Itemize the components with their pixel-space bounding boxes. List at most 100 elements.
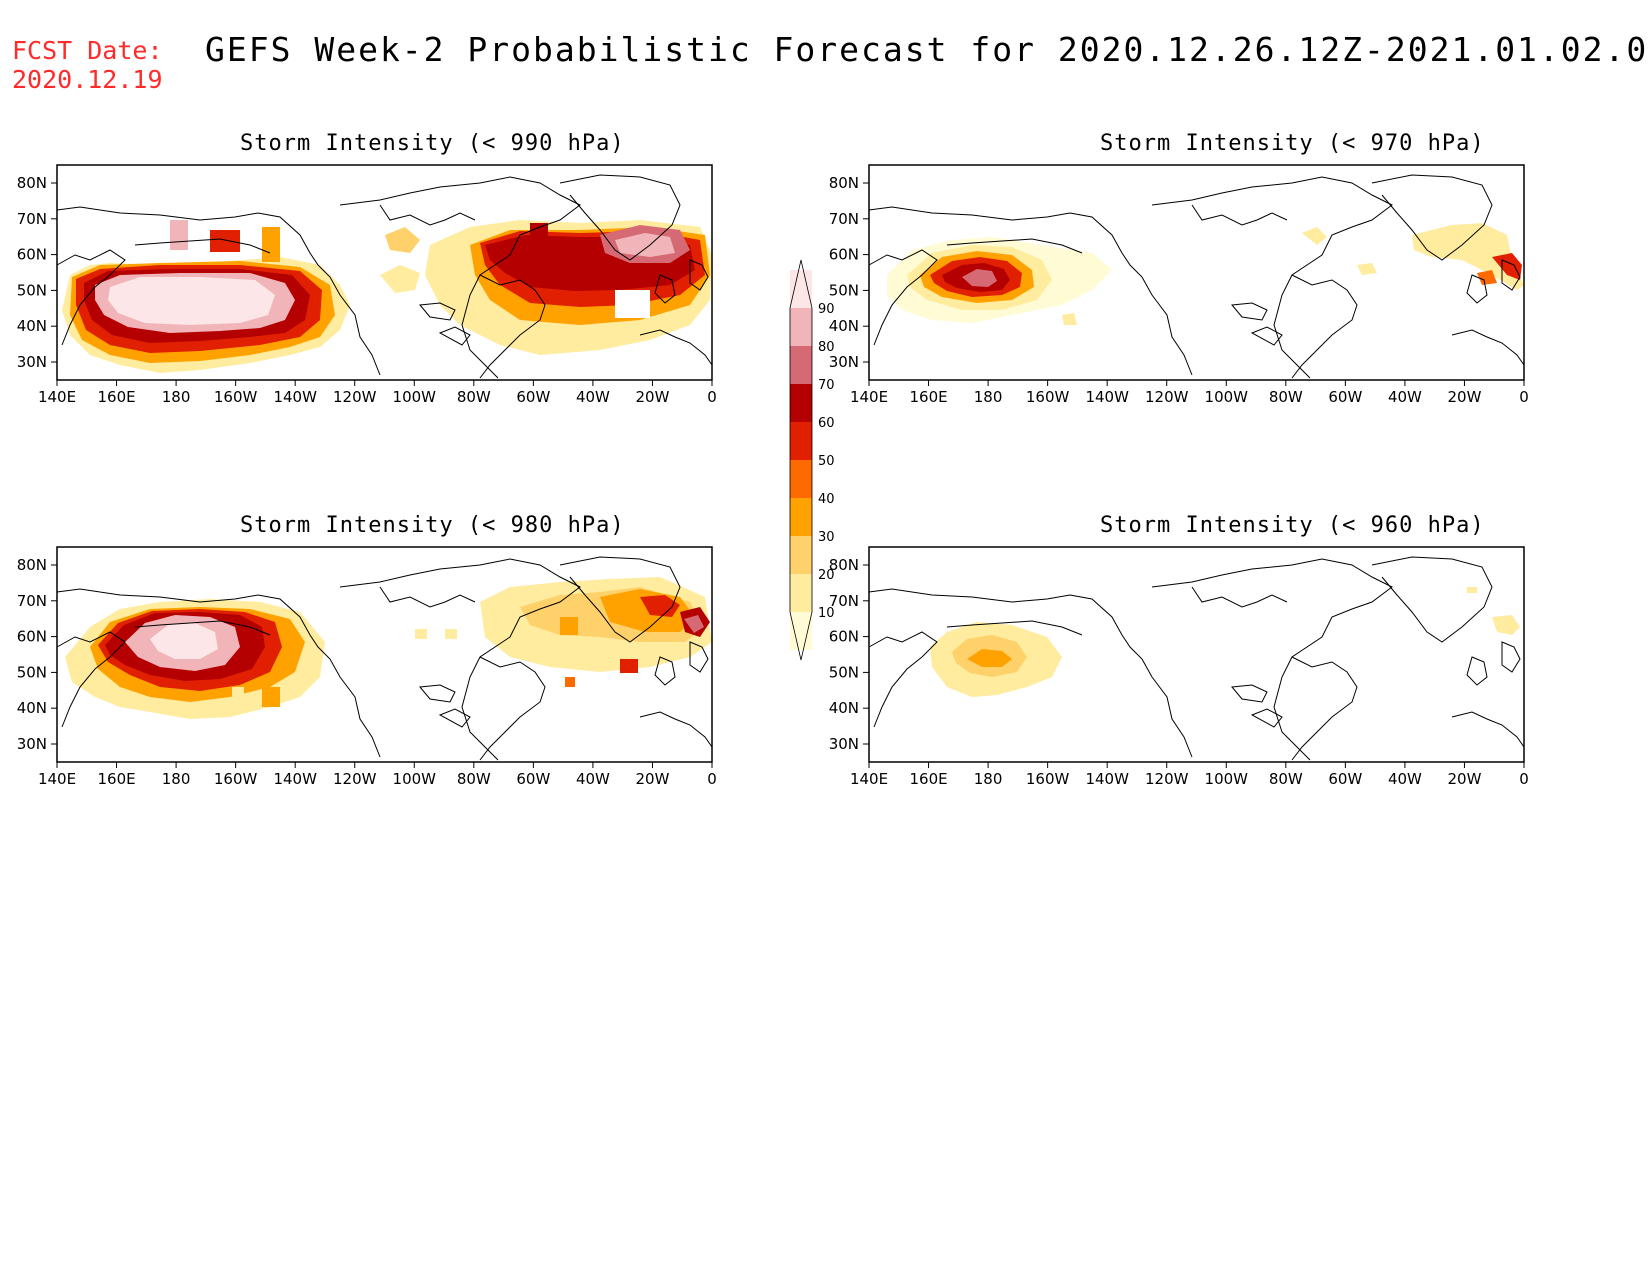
colorbar-swatch [790,422,812,460]
y-tick-label: 60N [829,628,859,646]
y-tick-label: 40N [17,699,47,717]
map-frame [56,546,713,763]
y-tick-label: 80N [829,174,859,192]
map-frame [868,546,1525,763]
colorbar-swatch [790,498,812,536]
prob-cell [262,687,280,707]
y-tick-label: 40N [829,317,859,335]
coastlines [868,556,1525,761]
y-axis: 80N 70N 60N 50N 40N 30N [829,556,869,753]
colorbar-swatch [790,574,812,612]
prob-cell [415,629,427,639]
y-tick-label: 50N [829,663,859,681]
prob-contour-10 [1302,227,1327,245]
colorbar-swatch [790,346,812,384]
probability-field [930,587,1520,697]
x-tick-label: 20W [1447,388,1481,406]
y-tick-label: 70N [829,210,859,228]
x-tick-label: 180 [162,770,191,788]
x-tick-label: 140E [850,388,888,406]
x-tick-label: 80W [457,770,491,788]
colorbar-swatch [790,612,812,650]
prob-contour-10 [1357,263,1377,275]
y-tick-label: 30N [829,353,859,371]
y-tick-label: 60N [829,246,859,264]
x-tick-label: 160E [97,770,135,788]
x-tick-label: 20W [635,770,669,788]
map-panel-980: 80N 70N 60N 50N 40N 30N 140E 160E 180 160W 140W 12… [17,546,717,788]
y-tick-label: 80N [17,556,47,574]
forecast-date-value: 2020.12.19 [12,65,163,94]
x-tick-label: 120W [1145,388,1189,406]
colorbar-label: 60 [818,416,835,431]
x-axis: 140E 160E 180 160W 140W 120W 100W 80W 60W 40W 20W 0 [850,762,1529,788]
x-tick-label: 160W [214,388,258,406]
coastlines [56,174,713,379]
map-frame [56,164,713,381]
x-tick-label: 160E [97,388,135,406]
map-panel-960: 80N 70N 60N 50N 40N 30N 140E 160E 180 160W 140W 12… [829,546,1529,788]
prob-cell [1467,587,1477,593]
x-tick-label: 80W [457,388,491,406]
x-tick-label: 60W [1328,388,1362,406]
x-tick-label: 60W [1328,770,1362,788]
panel-title-960: Storm Intensity (< 960 hPa) [1100,513,1485,538]
x-tick-label: 140E [850,770,888,788]
colorbar-label: 50 [818,454,835,469]
x-tick-label: 20W [635,388,669,406]
y-tick-label: 40N [829,699,859,717]
colorbar-swatch [790,308,812,346]
x-tick-label: 40W [576,770,610,788]
prob-cell [560,617,578,635]
panel-title-980: Storm Intensity (< 980 hPa) [240,513,625,538]
prob-contour-30 [1492,253,1522,280]
y-tick-label: 80N [829,556,859,574]
x-tick-label: 180 [974,388,1003,406]
colorbar-swatch [790,460,812,498]
prob-cell [232,687,244,705]
panel-title-970: Storm Intensity (< 970 hPa) [1100,131,1485,156]
x-tick-label: 140W [1085,388,1129,406]
x-tick-label: 40W [576,388,610,406]
prob-contour-90 [108,277,275,325]
prob-contour-10 [1492,615,1520,635]
prob-contour-10 [380,265,420,293]
page-title: GEFS Week-2 Probabilistic Forecast for 2… [205,30,1650,69]
colorbar-label: 40 [818,492,835,507]
x-tick-label: 60W [516,770,550,788]
x-tick-label: 160W [214,770,258,788]
x-axis: 140E 160E 180 160W 140W 120W 100W 80W 60W 40W 20W 0 [38,762,717,788]
x-axis: 140E 160E 180 160W 140W 120W 100W 80W 60W 40W 20W 0 [850,380,1529,406]
y-axis: 80N 70N 60N 50N 40N 30N [17,556,57,753]
y-tick-label: 70N [829,592,859,610]
coastlines [56,556,713,761]
x-axis: 140E 160E 180 160W 140W 120W 100W 80W 60W 40W 20W 0 [38,380,717,406]
prob-cell [565,677,575,687]
x-tick-label: 100W [393,770,437,788]
x-tick-label: 160E [909,388,947,406]
y-tick-label: 50N [17,663,47,681]
forecast-date-label: FCST Date: [12,36,163,65]
prob-cell [170,220,188,250]
y-axis: 80N 70N 60N 50N 40N 30N [829,174,869,371]
y-tick-label: 50N [17,281,47,299]
y-tick-label: 70N [17,592,47,610]
forecast-date-block: FCST Date: 2020.12.19 [12,36,163,94]
x-tick-label: 40W [1388,770,1422,788]
colorbar-label: 20 [818,568,835,583]
y-tick-label: 40N [17,317,47,335]
coastlines [868,174,1525,379]
colorbar-label: 80 [818,340,835,355]
x-tick-label: 80W [1269,770,1303,788]
y-tick-label: 60N [17,246,47,264]
x-tick-label: 100W [1205,388,1249,406]
x-tick-label: 80W [1269,388,1303,406]
colorbar-label: 30 [818,530,835,545]
x-tick-label: 180 [974,770,1003,788]
x-tick-label: 140W [273,388,317,406]
x-tick-label: 120W [1145,770,1189,788]
map-panel-990: 80N 70N 60N 50N 40N 30N 140E 160E 180 160W 140W 12… [17,164,717,406]
prob-contour-30 [385,227,420,253]
x-tick-label: 40W [1388,388,1422,406]
x-tick-label: 140W [273,770,317,788]
